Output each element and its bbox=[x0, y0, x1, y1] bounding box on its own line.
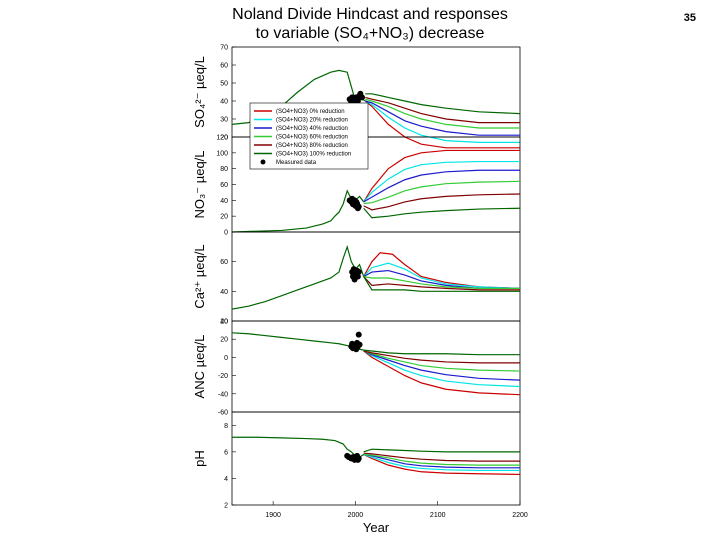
x-tick-label: 1900 bbox=[265, 512, 281, 519]
y-tick-label-ph: 4 bbox=[224, 476, 228, 483]
measured-point-anc bbox=[355, 331, 362, 338]
y-tick-label-no3: 80 bbox=[220, 166, 228, 173]
y-tick-label-anc: -20 bbox=[218, 373, 228, 380]
y-tick-label-ca: 20 bbox=[220, 319, 228, 326]
scenario-line-darkgreen-no3 bbox=[363, 207, 521, 219]
scenario-line-darkgreen-ph bbox=[363, 448, 520, 453]
y-axis-label-no3: NO₃⁻ µeq/L bbox=[192, 150, 207, 218]
legend-measured-label: Measured data bbox=[276, 160, 317, 166]
y-tick-label-ph: 8 bbox=[224, 423, 228, 430]
y-tick-label-no3: 0 bbox=[224, 230, 228, 237]
scenario-line-lightgreen-ph bbox=[363, 453, 520, 466]
y-tick-label-so4: 50 bbox=[220, 81, 228, 88]
scenario-line-darkred-ca bbox=[363, 276, 520, 291]
scenario-line-darkred-no3 bbox=[363, 193, 521, 211]
measured-point-anc bbox=[356, 341, 363, 348]
panel-frame-anc bbox=[231, 320, 521, 413]
hindcast-line-anc bbox=[231, 332, 364, 351]
scenario-line-red-so4 bbox=[364, 100, 520, 149]
slide-number: 35 bbox=[683, 12, 696, 24]
measured-point-ca bbox=[355, 269, 362, 276]
hindcast-line-ph bbox=[232, 436, 364, 458]
y-tick-label-no3: 60 bbox=[220, 182, 228, 189]
panel-frame-ca bbox=[231, 231, 521, 322]
legend-label: (SO4+NO3) 80% reduction bbox=[276, 143, 348, 149]
scenario-line-darkgreen-so4 bbox=[365, 93, 521, 115]
hindcast-line-no3 bbox=[231, 189, 365, 233]
scenario-line-cyan-ph bbox=[363, 453, 520, 472]
scenario-line-darkred-so4 bbox=[365, 96, 520, 124]
panel-frame-ph bbox=[231, 411, 521, 506]
hindcast-line-ca bbox=[231, 244, 365, 310]
y-tick-label-ph: 6 bbox=[224, 449, 228, 456]
chart-title-line2: to variable (SO₄+NO₃) decrease bbox=[256, 25, 485, 42]
y-axis-label-anc: ANC µeq/L bbox=[192, 335, 207, 399]
scenario-line-blue-ca bbox=[363, 269, 520, 289]
scenario-line-red-ph bbox=[363, 453, 521, 476]
scenario-line-red-no3 bbox=[363, 149, 520, 203]
scenario-line-lightgreen-ca bbox=[363, 275, 520, 289]
scenario-line-blue-anc bbox=[363, 350, 521, 381]
y-tick-label-so4: 60 bbox=[220, 63, 228, 70]
x-axis-label: Year bbox=[363, 520, 390, 535]
legend-measured-marker bbox=[260, 159, 266, 165]
y-axis-label-so4: SO₄²⁻ µeq/L bbox=[192, 56, 207, 128]
scenario-line-darkred-anc bbox=[363, 350, 520, 364]
scenario-line-darkgreen-anc bbox=[363, 349, 520, 356]
y-tick-label-anc: 20 bbox=[220, 337, 228, 344]
y-tick-label-no3: 20 bbox=[220, 214, 228, 221]
scenario-line-lightgreen-no3 bbox=[363, 180, 521, 205]
legend-label: (SO4+NO3) 20% reduction bbox=[276, 118, 348, 124]
y-tick-label-so4: 20 bbox=[220, 135, 228, 142]
y-tick-label-ph: 2 bbox=[224, 503, 228, 510]
y-tick-label-no3: 100 bbox=[216, 150, 228, 157]
measured-point-so4 bbox=[354, 98, 361, 104]
y-tick-label-so4: 30 bbox=[220, 117, 228, 124]
scenario-line-red-anc bbox=[363, 350, 521, 396]
y-tick-label-ca: 60 bbox=[220, 259, 228, 266]
y-tick-label-so4: 70 bbox=[220, 45, 228, 52]
x-tick-label: 2100 bbox=[430, 512, 446, 519]
scenario-line-darkred-ph bbox=[363, 452, 520, 462]
scenario-line-blue-ph bbox=[363, 453, 520, 469]
y-tick-label-so4: 40 bbox=[220, 99, 228, 106]
scenario-line-cyan-anc bbox=[363, 350, 521, 388]
y-tick-label-anc: 0 bbox=[224, 355, 228, 362]
legend-label: (SO4+NO3) 100% reduction bbox=[276, 152, 351, 158]
measured-point-ca bbox=[354, 273, 361, 280]
y-tick-label-no3: 120 bbox=[216, 135, 228, 142]
chart-title-line1: Noland Divide Hindcast and responses bbox=[232, 6, 508, 23]
scenario-line-cyan-no3 bbox=[363, 160, 520, 203]
legend-label: (SO4+NO3) 0% reduction bbox=[276, 109, 345, 115]
legend-label: (SO4+NO3) 60% reduction bbox=[276, 135, 348, 141]
y-tick-label-anc: 40 bbox=[220, 319, 228, 326]
scenario-line-darkgreen-ca bbox=[363, 276, 520, 292]
scenario-line-blue-no3 bbox=[363, 169, 520, 203]
scenario-line-cyan-so4 bbox=[365, 100, 520, 143]
measured-point-so4 bbox=[359, 94, 366, 101]
y-tick-label-no3: 40 bbox=[220, 198, 228, 205]
x-tick-label: 2200 bbox=[512, 512, 528, 519]
y-tick-label-ca: 40 bbox=[220, 289, 228, 296]
scenario-line-lightgreen-anc bbox=[363, 350, 521, 372]
scenario-line-blue-so4 bbox=[365, 100, 520, 136]
y-tick-label-anc: -40 bbox=[218, 391, 228, 398]
y-axis-label-ca: Ca²⁺ µeq/L bbox=[192, 244, 207, 308]
y-tick-label-anc: -60 bbox=[218, 410, 228, 417]
legend-label: (SO4+NO3) 40% reduction bbox=[276, 126, 348, 132]
measured-point-ph bbox=[355, 455, 362, 462]
measured-point-no3 bbox=[355, 203, 362, 210]
x-tick-label: 2000 bbox=[348, 512, 364, 519]
scenario-line-cyan-ca bbox=[363, 262, 521, 289]
y-axis-label-ph: pH bbox=[192, 450, 207, 467]
scenario-line-lightgreen-so4 bbox=[365, 98, 520, 129]
